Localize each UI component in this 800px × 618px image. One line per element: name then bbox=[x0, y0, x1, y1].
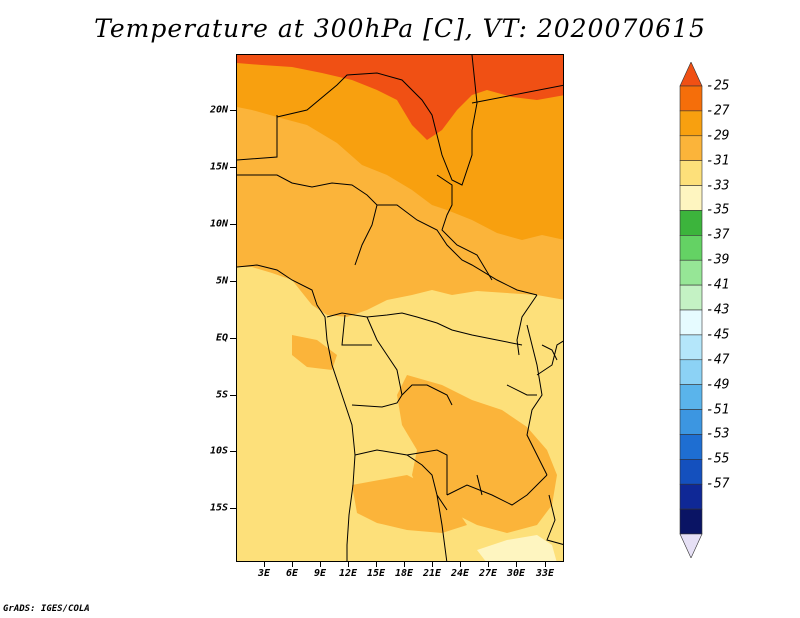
coastlines-and-borders bbox=[237, 55, 563, 561]
map-panel bbox=[236, 54, 564, 562]
lat-tick bbox=[230, 224, 236, 225]
colorbar-label: -41 bbox=[706, 277, 730, 293]
colorbar-label: -47 bbox=[706, 352, 730, 368]
lon-label: 24E bbox=[450, 568, 470, 579]
colorbar bbox=[679, 62, 703, 558]
lat-label: 5N bbox=[215, 275, 228, 287]
lon-label: 9E bbox=[313, 568, 327, 579]
colorbar-top-arrow bbox=[679, 62, 703, 87]
credit-text: GrADS: IGES/COLA bbox=[3, 604, 90, 614]
colorbar-label: -29 bbox=[706, 128, 730, 144]
colorbar-segment bbox=[679, 508, 703, 535]
lon-tick bbox=[516, 562, 517, 567]
lat-tick bbox=[230, 508, 236, 509]
lon-label: 3E bbox=[257, 568, 271, 579]
lat-label: 10N bbox=[209, 218, 228, 230]
field-band-33-35 bbox=[477, 535, 557, 561]
lon-tick bbox=[264, 562, 265, 567]
lon-label: 12E bbox=[338, 568, 358, 579]
lat-tick bbox=[230, 281, 236, 282]
colorbar-label: -45 bbox=[706, 327, 730, 343]
lat-label: EQ bbox=[215, 332, 228, 344]
field-band-29-31-west bbox=[292, 335, 337, 370]
lon-tick bbox=[432, 562, 433, 567]
colorbar-segment bbox=[679, 259, 703, 286]
colorbar-segment bbox=[679, 334, 703, 361]
lat-label: 15N bbox=[209, 161, 228, 173]
colorbar-label: -51 bbox=[706, 402, 730, 418]
lon-tick bbox=[460, 562, 461, 567]
lon-label: 30E bbox=[506, 568, 526, 579]
lat-tick bbox=[230, 338, 236, 339]
colorbar-label: -31 bbox=[706, 153, 730, 169]
lat-label: 5S bbox=[215, 389, 228, 401]
lat-label: 15S bbox=[209, 502, 228, 514]
colorbar-segment bbox=[679, 409, 703, 435]
lat-label: 20N bbox=[209, 104, 228, 116]
colorbar-label: -57 bbox=[706, 476, 730, 492]
colorbar-segment bbox=[679, 160, 703, 186]
colorbar-segment bbox=[679, 459, 703, 485]
lat-tick bbox=[230, 395, 236, 396]
colorbar-segment bbox=[679, 235, 703, 261]
colorbar-segment bbox=[679, 210, 703, 236]
colorbar-segment bbox=[679, 135, 703, 161]
lat-label: 10S bbox=[209, 445, 228, 457]
colorbar-label: -49 bbox=[706, 377, 730, 393]
colorbar-segment bbox=[679, 483, 703, 510]
colorbar-segment bbox=[679, 359, 703, 385]
lon-label: 21E bbox=[422, 568, 442, 579]
colorbar-segment bbox=[679, 85, 703, 112]
colorbar-segment bbox=[679, 284, 703, 311]
colorbar-label: -43 bbox=[706, 302, 730, 318]
map-canvas bbox=[237, 55, 563, 561]
lon-label: 6E bbox=[285, 568, 299, 579]
field-band-29-31-south bbox=[352, 475, 467, 533]
lon-tick bbox=[292, 562, 293, 567]
lat-tick bbox=[230, 451, 236, 452]
colorbar-label: -39 bbox=[706, 252, 730, 268]
colorbar-bottom-arrow bbox=[679, 533, 703, 558]
lat-tick bbox=[230, 110, 236, 111]
colorbar-segment bbox=[679, 185, 703, 211]
colorbar-segment bbox=[679, 434, 703, 460]
lon-tick bbox=[488, 562, 489, 567]
lon-label: 15E bbox=[366, 568, 386, 579]
lon-label: 33E bbox=[535, 568, 555, 579]
colorbar-segment bbox=[679, 384, 703, 410]
colorbar-label: -25 bbox=[706, 78, 730, 94]
lon-label: 27E bbox=[478, 568, 498, 579]
map-title: Temperature at 300hPa [C], VT: 202007061… bbox=[94, 14, 706, 43]
colorbar-label: -27 bbox=[706, 103, 730, 119]
colorbar-label: -53 bbox=[706, 426, 730, 442]
lon-label: 18E bbox=[394, 568, 414, 579]
colorbar-label: -33 bbox=[706, 178, 730, 194]
lon-tick bbox=[348, 562, 349, 567]
colorbar-label: -35 bbox=[706, 202, 730, 218]
colorbar-segment bbox=[679, 110, 703, 137]
lon-tick bbox=[545, 562, 546, 567]
lon-tick bbox=[404, 562, 405, 567]
colorbar-label: -37 bbox=[706, 227, 730, 243]
lat-tick bbox=[230, 167, 236, 168]
colorbar-label: -55 bbox=[706, 451, 730, 467]
lon-tick bbox=[320, 562, 321, 567]
field-band-25-27 bbox=[237, 55, 563, 140]
lon-tick bbox=[376, 562, 377, 567]
colorbar-segment bbox=[679, 309, 703, 336]
